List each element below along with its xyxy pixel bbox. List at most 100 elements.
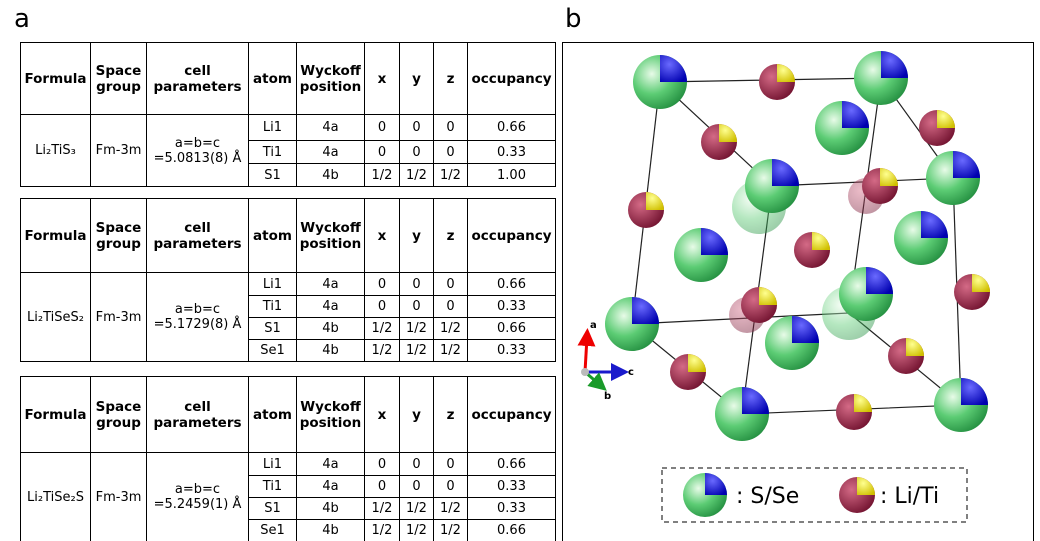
table-cell: Se1 bbox=[249, 340, 297, 362]
anion-sphere bbox=[605, 297, 659, 351]
cation-sphere bbox=[862, 168, 898, 204]
parameter-table: FormulaSpace groupcell parametersatomWyc… bbox=[20, 198, 556, 362]
table-cell: 1/2 bbox=[365, 318, 400, 340]
space-group-cell: Fm-3m bbox=[91, 115, 147, 187]
header-cell: Space group bbox=[91, 43, 147, 115]
header-cell: Wyckoff position bbox=[297, 43, 365, 115]
header-cell: z bbox=[434, 199, 468, 273]
legend-label: : S/Se bbox=[736, 484, 799, 509]
sphere-wedge bbox=[857, 477, 875, 495]
sphere-wedge bbox=[880, 168, 898, 186]
table-cell: 1/2 bbox=[434, 498, 468, 520]
cation-sphere bbox=[670, 354, 706, 390]
anion-sphere bbox=[839, 267, 893, 321]
header-cell: Formula bbox=[21, 43, 91, 115]
cell-parameter-line: a=b=c bbox=[147, 482, 248, 497]
table-cell: 0 bbox=[365, 476, 400, 498]
table-cell: 0.66 bbox=[468, 273, 556, 296]
table-cell: 0.66 bbox=[468, 520, 556, 541]
header-cell: atom bbox=[249, 377, 297, 453]
header-cell: Wyckoff position bbox=[297, 199, 365, 273]
table-cell: 0 bbox=[400, 296, 434, 318]
table-cell: 1/2 bbox=[434, 164, 468, 187]
table-cell: 0 bbox=[434, 115, 468, 141]
anion-sphere bbox=[894, 211, 948, 265]
cation-sphere bbox=[701, 124, 737, 160]
sphere-wedge bbox=[646, 192, 664, 210]
table-cell: 0 bbox=[434, 141, 468, 164]
axis-label: b bbox=[604, 391, 611, 402]
table-cell: 4b bbox=[297, 340, 365, 362]
sphere-wedge bbox=[719, 124, 737, 142]
header-cell: cell parameters bbox=[147, 377, 249, 453]
table-cell: 1/2 bbox=[400, 318, 434, 340]
table-cell: 1.00 bbox=[468, 164, 556, 187]
header-cell: Formula bbox=[21, 199, 91, 273]
anion-sphere bbox=[633, 55, 687, 109]
sphere-wedge bbox=[660, 55, 687, 82]
cation-sphere bbox=[759, 64, 795, 100]
table-cell: Ti1 bbox=[249, 296, 297, 318]
sphere-wedge bbox=[906, 338, 924, 356]
edge bbox=[660, 78, 953, 186]
table-cell: 1/2 bbox=[434, 318, 468, 340]
anion-sphere bbox=[815, 101, 869, 155]
table-cell: 4b bbox=[297, 520, 365, 541]
cell-parameters-cell: a=b=c=5.0813(8) Å bbox=[147, 115, 249, 187]
origin bbox=[581, 368, 589, 376]
header-cell: x bbox=[365, 43, 400, 115]
sphere-wedge bbox=[742, 387, 769, 414]
table-cell: 0.33 bbox=[468, 340, 556, 362]
table-cell: 0.33 bbox=[468, 141, 556, 164]
formula-cell: Li₂TiS₃ bbox=[21, 115, 91, 187]
table-cell: 0.33 bbox=[468, 476, 556, 498]
sphere-wedge bbox=[705, 473, 727, 495]
table-row: Li₂TiSeS₂Fm-3ma=b=c=5.1729(8) ÅLi14a0000… bbox=[21, 273, 556, 296]
cell-parameters-cell: a=b=c=5.2459(1) Å bbox=[147, 453, 249, 541]
header-cell: x bbox=[365, 199, 400, 273]
table-cell: 1/2 bbox=[400, 520, 434, 541]
anion-sphere bbox=[745, 159, 799, 213]
table-cell: 0 bbox=[434, 296, 468, 318]
table-cell: 4b bbox=[297, 498, 365, 520]
cell-parameter-line: =5.2459(1) Å bbox=[147, 497, 248, 512]
sphere-wedge bbox=[759, 287, 777, 305]
table-cell: Se1 bbox=[249, 520, 297, 541]
formula-cell: Li₂TiSeS₂ bbox=[21, 273, 91, 362]
cation-sphere bbox=[794, 232, 830, 268]
table-cell: 0 bbox=[365, 115, 400, 141]
cation-sphere bbox=[836, 394, 872, 430]
header-cell: y bbox=[400, 43, 434, 115]
table-cell: 1/2 bbox=[434, 340, 468, 362]
anion-sphere bbox=[674, 228, 728, 282]
sphere-wedge bbox=[961, 378, 988, 405]
table-cell: 0.66 bbox=[468, 318, 556, 340]
table-cell: 0.66 bbox=[468, 115, 556, 141]
table-cell: 4a bbox=[297, 453, 365, 476]
table-cell: 0 bbox=[365, 296, 400, 318]
table-cell: Li1 bbox=[249, 453, 297, 476]
table-cell: 1/2 bbox=[365, 340, 400, 362]
legend-label: : Li/Ti bbox=[880, 484, 939, 509]
axis-label: c bbox=[628, 367, 634, 378]
table-cell: S1 bbox=[249, 498, 297, 520]
cation-sphere bbox=[839, 477, 875, 513]
sphere-wedge bbox=[812, 232, 830, 250]
table-row: Li₂TiS₃Fm-3ma=b=c=5.0813(8) ÅLi14a0000.6… bbox=[21, 115, 556, 141]
table-cell: 0 bbox=[365, 141, 400, 164]
table-cell: 0 bbox=[365, 273, 400, 296]
table-cell: 1/2 bbox=[434, 520, 468, 541]
cell-parameter-line: a=b=c bbox=[147, 136, 248, 151]
anion-sphere bbox=[854, 51, 908, 105]
anion-sphere bbox=[715, 387, 769, 441]
table-cell: 0.33 bbox=[468, 296, 556, 318]
table-cell: 0 bbox=[400, 273, 434, 296]
header-cell: Space group bbox=[91, 377, 147, 453]
table-cell: 0 bbox=[434, 476, 468, 498]
sphere-wedge bbox=[921, 211, 948, 238]
figure: a b a b c : S/Se : Li/Ti bbox=[0, 0, 1040, 541]
table-cell: S1 bbox=[249, 318, 297, 340]
anion-sphere bbox=[926, 151, 980, 205]
table-cell: 4a bbox=[297, 296, 365, 318]
